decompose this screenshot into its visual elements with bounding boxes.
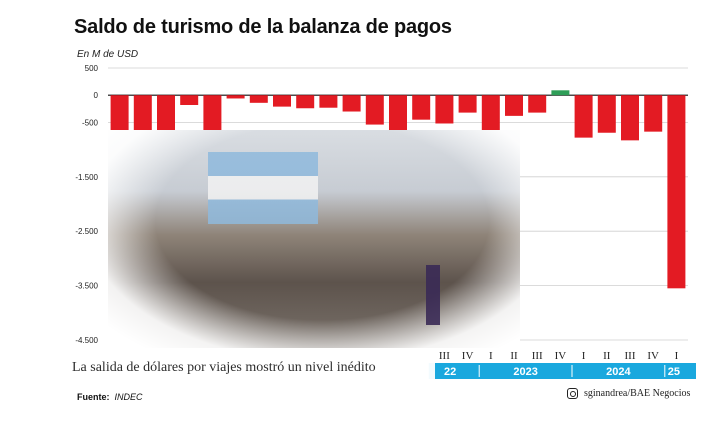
bar — [226, 95, 245, 99]
bar — [296, 95, 315, 109]
bar — [481, 95, 500, 166]
bar — [389, 95, 407, 146]
photo-caption: La salida de dólares por viajes mostró u… — [63, 351, 435, 387]
y-tick-label: 500 — [85, 64, 99, 73]
x-tick-label: II — [603, 350, 611, 362]
bar — [110, 95, 129, 156]
credit: sginandrea/BAE Negocios — [567, 388, 690, 399]
y-tick-label: -3.500 — [75, 282, 98, 291]
y-tick-label: -4.500 — [75, 336, 98, 345]
bar — [273, 95, 291, 107]
x-axis-band: III IV I II III IV I II III IV I22 2023 2024 25 — [428, 350, 696, 379]
year-label: 2023 — [513, 366, 537, 378]
instagram-icon — [567, 388, 578, 399]
x-tick-label: III — [532, 350, 543, 362]
year-label: 22 — [444, 366, 456, 378]
y-tick-label: -2.500 — [75, 227, 98, 236]
y-axis-ticks: 500 0 -500 -1.500 -2.500 -3.500 -4.500 — [75, 64, 98, 345]
bar — [319, 95, 338, 108]
x-tick-label: IV — [555, 350, 567, 362]
bar — [621, 95, 639, 141]
x-tick-label: I — [489, 350, 493, 362]
year-label: 25 — [668, 366, 680, 378]
x-tick-label: III — [439, 350, 450, 362]
year-band — [428, 363, 696, 379]
bar — [365, 95, 384, 125]
x-tick-label: I — [675, 350, 679, 362]
y-tick-label: -1.500 — [75, 173, 98, 182]
bar — [412, 95, 431, 120]
x-tick-label: I — [582, 350, 586, 362]
bar — [597, 95, 616, 133]
bar — [157, 95, 175, 137]
x-tick-label: II — [510, 350, 518, 362]
y-tick-label: -500 — [82, 118, 99, 127]
bar — [342, 95, 361, 112]
bar — [180, 95, 199, 105]
bar — [203, 95, 222, 142]
chart-title: Saldo de turismo de la balanza de pagos — [74, 16, 452, 38]
bars — [110, 90, 686, 289]
bar — [528, 95, 547, 113]
x-tick-label: III — [625, 350, 636, 362]
bar — [551, 90, 570, 96]
bar — [458, 95, 477, 113]
source-label: Fuente: — [77, 392, 110, 402]
year-label: 2024 — [606, 366, 631, 378]
chart-subtitle: En M de USD — [77, 49, 139, 60]
bar — [249, 95, 268, 103]
bar — [667, 95, 686, 289]
x-tick-label: IV — [647, 350, 659, 362]
source-value: INDEC — [114, 392, 143, 402]
x-tick-label: IV — [462, 350, 474, 362]
bar — [133, 95, 152, 139]
credit-handle: sginandrea/BAE Negocios — [584, 388, 691, 399]
bar — [435, 95, 454, 124]
y-tick-label: 0 — [94, 91, 99, 100]
bar — [574, 95, 593, 138]
bar — [505, 95, 523, 116]
source-note: Fuente: INDEC — [77, 392, 143, 402]
bar — [644, 95, 663, 132]
